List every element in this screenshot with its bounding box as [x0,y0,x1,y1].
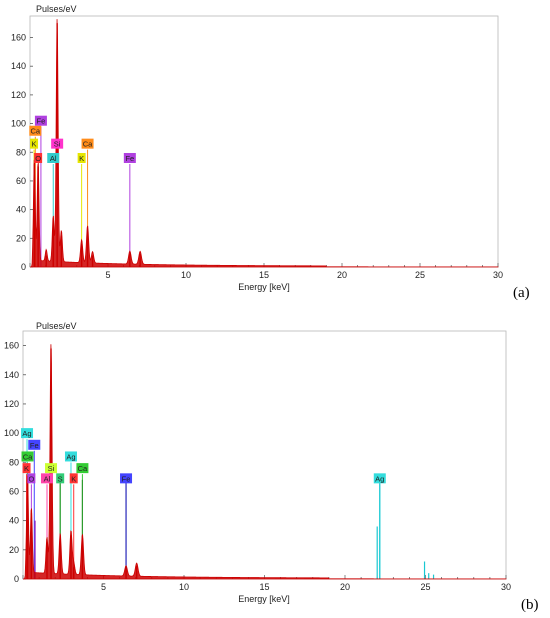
panel-a-ytick-label: 120 [11,90,26,100]
panel-a-ytick-label: 60 [16,176,26,186]
panel-a-plot-frame [29,15,499,268]
panel-b-element-label: Al [44,474,51,483]
panel-b-element-label-box [22,463,31,474]
panel-a-ytick-label: 0 [21,262,26,272]
panel-b-element-label-box [21,428,34,439]
panel-a-element-label-box [30,138,39,149]
panel-b-ytick-label: 20 [9,545,19,555]
panel-b-element-label-box [28,439,41,450]
panel-a-element-label: Fe [37,117,46,126]
panel-b-label: (b) [521,597,539,613]
panel-b-element-label-box [64,451,77,462]
panel-b-xtick-label: 25 [420,582,430,592]
panel-b-xtick-label: 20 [340,582,350,592]
panel-a-xlabel: Energy [keV] [238,282,290,292]
panel-b-spectrum-area [22,344,507,580]
panel-b-xtick-label: 15 [259,582,269,592]
panel-a-xtick-label: 10 [181,270,191,280]
panel-b-element-label-box [69,473,78,484]
panel-a-xtick-label: 25 [415,270,425,280]
panel-a-chart: Pulses/eV 0 20 40 60 80 100 120 140 160 5 10 15 20 25… [11,4,530,301]
panel-b-xtick-label: 5 [101,582,106,592]
panel-b-xtick-label: 10 [179,582,189,592]
panel-a-xtick-label: 20 [337,270,347,280]
panel-a-spectrum-area [29,19,499,268]
panel-a-element-label-box [34,152,43,163]
panel-b-element-label: K [24,464,29,473]
panel-a-element-label-box [34,115,47,126]
panel-b-chart: Pulses/eV 0 20 40 60 80 100 120 140 160 5 10 15 20 25… [4,321,539,613]
panel-b-element-label: S [58,474,63,483]
panel-a-ytick-label: 100 [11,119,26,129]
panel-b-ytick-label: 0 [14,574,19,584]
panel-a-xtick-label: 15 [259,270,269,280]
panel-b-ytick-label: 120 [4,399,19,409]
panel-b-element-label-box [45,463,58,474]
panel-a-element-label: Fe [125,154,134,163]
panel-a-element-label: O [35,154,41,163]
panel-b-element-label-box [27,473,36,484]
panel-a-ylabel: Pulses/eV [36,4,77,14]
panel-b-element-label: Fe [30,441,39,450]
panel-b-element-label: Si [48,464,55,473]
panel-b-ytick-label: 140 [4,370,19,380]
panel-a-element-label-box [81,138,94,149]
panel-b-element-label-box [56,473,65,484]
panel-b-element-label: Ag [22,429,31,438]
panel-a-ytick-label: 160 [11,33,26,43]
panel-b-element-label: Ag [66,452,75,461]
panel-a-element-label-box [51,138,64,149]
panel-a-xtick-label: 30 [493,270,503,280]
panel-a-ytick-label: 140 [11,61,26,71]
panel-b-element-label-box [40,473,53,484]
panel-b-xtick-label: 30 [501,582,511,592]
panel-b-xlabel: Energy [keV] [238,594,290,604]
panel-b-ylabel: Pulses/eV [36,321,77,331]
panel-a-element-label: K [32,140,37,149]
panel-b-element-label-box [21,451,34,462]
panel-b-element-label: Ca [78,464,88,473]
panel-b-element-label: Fe [122,474,131,483]
panel-a-ytick-label: 80 [16,147,26,157]
panel-b-element-label-box [373,473,386,484]
panel-b-plot-frame [22,330,507,580]
panel-a-element-label-box [123,152,136,163]
panel-a-element-label-box [77,152,86,163]
panel-b-ytick-label: 80 [9,457,19,467]
panel-b-ytick-label: 60 [9,486,19,496]
panel-a-element-label: Al [50,154,57,163]
panel-a-element-label: Ca [83,140,93,149]
panel-b-ytick-label: 40 [9,516,19,526]
panel-b-ytick-label: 100 [4,428,19,438]
panel-a-xtick-label: 5 [105,270,110,280]
panel-a-label: (a) [513,285,530,301]
panel-b-element-label: K [71,474,76,483]
panel-a-ytick-label: 40 [16,205,26,215]
panel-a-element-label-box [29,125,42,136]
panel-b-element-label: Ag [375,474,384,483]
panel-a-element-label: Si [54,140,61,149]
panel-b-element-label: O [28,474,34,483]
panel-a-element-label: Ca [31,127,41,136]
panel-b-ytick-label: 160 [4,341,19,351]
panel-b-element-label-box [120,473,133,484]
panel-a-element-label-box [47,152,60,163]
panel-a-element-label: K [79,154,84,163]
panel-a-ytick-label: 20 [16,233,26,243]
panel-b-element-label-box [76,463,89,474]
panel-b-element-label: Ca [23,452,33,461]
